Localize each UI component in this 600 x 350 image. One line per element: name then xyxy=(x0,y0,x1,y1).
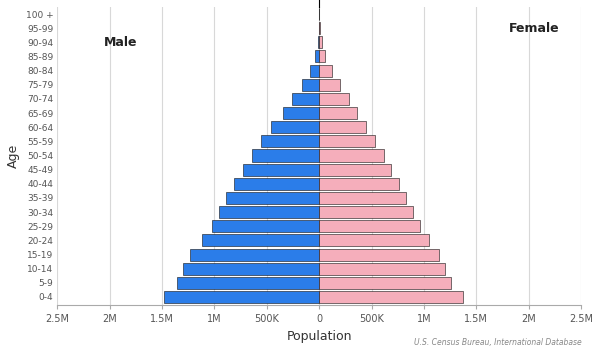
Text: Female: Female xyxy=(509,22,559,35)
Bar xyxy=(190,248,319,260)
Text: U.S. Census Bureau, International Database: U.S. Census Bureau, International Databa… xyxy=(414,337,582,346)
Bar xyxy=(319,121,366,133)
Bar xyxy=(319,234,429,246)
Bar xyxy=(310,65,319,77)
Bar xyxy=(243,164,319,176)
Bar xyxy=(319,291,463,303)
Bar xyxy=(317,36,319,48)
Bar xyxy=(319,107,357,119)
Bar xyxy=(319,149,383,161)
Bar xyxy=(202,234,319,246)
Bar xyxy=(319,50,325,63)
Bar xyxy=(271,121,319,133)
Bar xyxy=(319,262,445,275)
Bar xyxy=(319,220,420,232)
Bar xyxy=(261,135,319,147)
Bar xyxy=(218,206,319,218)
Y-axis label: Age: Age xyxy=(7,144,20,168)
X-axis label: Population: Population xyxy=(286,330,352,343)
Bar xyxy=(319,248,439,260)
Bar xyxy=(319,22,320,34)
Bar xyxy=(164,291,319,303)
Bar xyxy=(319,192,406,204)
Bar xyxy=(319,206,413,218)
Text: Male: Male xyxy=(103,36,137,49)
Bar xyxy=(302,79,319,91)
Bar xyxy=(319,36,322,48)
Bar xyxy=(177,277,319,289)
Bar xyxy=(235,178,319,190)
Bar xyxy=(183,262,319,275)
Bar xyxy=(283,107,319,119)
Bar xyxy=(212,220,319,232)
Bar xyxy=(319,178,399,190)
Bar xyxy=(315,50,319,63)
Bar xyxy=(252,149,319,161)
Bar xyxy=(319,277,451,289)
Bar xyxy=(319,65,332,77)
Bar xyxy=(319,93,349,105)
Bar xyxy=(319,135,375,147)
Bar xyxy=(292,93,319,105)
Bar xyxy=(319,164,391,176)
Bar xyxy=(226,192,319,204)
Bar xyxy=(319,79,340,91)
